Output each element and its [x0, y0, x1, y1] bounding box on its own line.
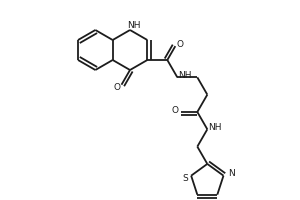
- Text: O: O: [172, 106, 179, 115]
- Text: S: S: [182, 174, 188, 183]
- Text: O: O: [113, 83, 120, 92]
- Text: NH: NH: [208, 123, 222, 132]
- Text: O: O: [177, 40, 184, 49]
- Text: N: N: [228, 169, 235, 178]
- Text: NH: NH: [178, 71, 192, 80]
- Text: NH: NH: [127, 21, 141, 29]
